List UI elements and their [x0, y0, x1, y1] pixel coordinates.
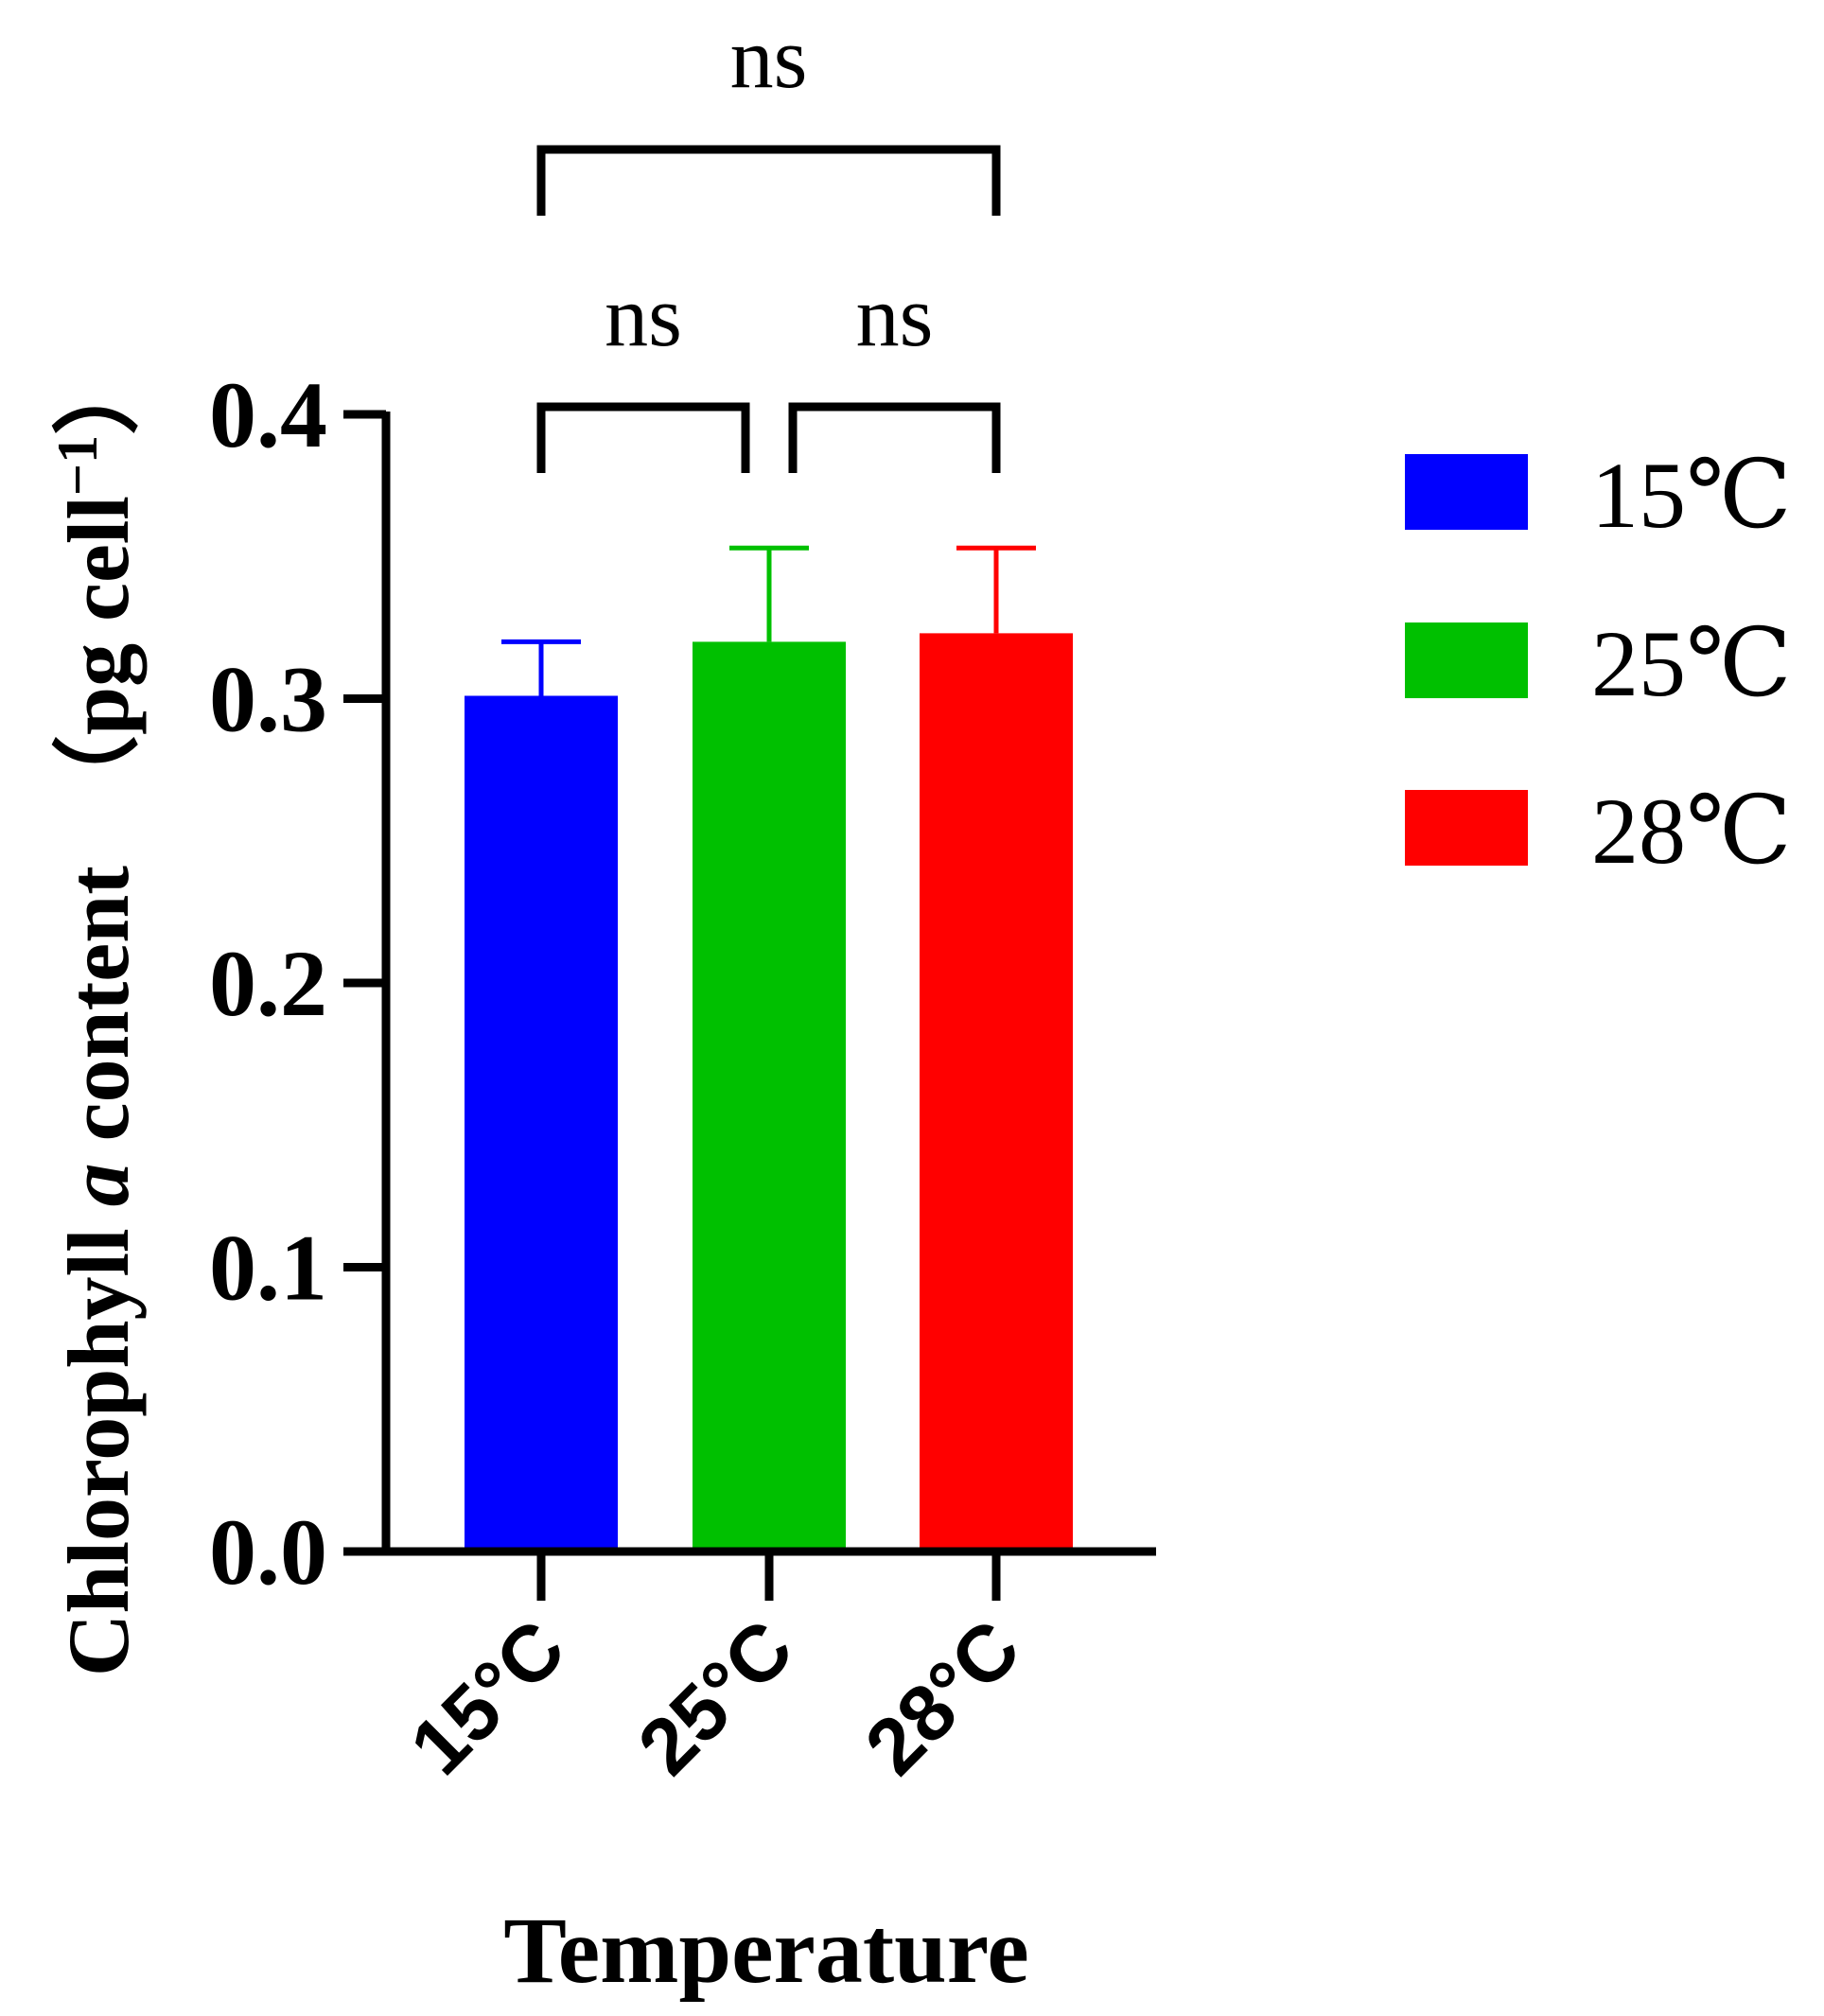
y-axis-title-italic: a	[50, 1163, 147, 1206]
significance-bracket-2	[788, 402, 1001, 473]
significance-label-1: ns	[605, 268, 682, 364]
significance-label-2: ns	[856, 268, 934, 364]
legend-swatch-1	[1405, 454, 1528, 530]
legend-label-1: 15℃	[1591, 443, 1792, 548]
y-axis-title-middle: content （pg cell	[50, 496, 147, 1163]
y-axis-title: Chlorophyll a content （pg cell−1）	[46, 348, 147, 1676]
legend-group: 15℃ 25℃ 28℃	[1405, 443, 1792, 884]
y-tick-label-1: 0.0	[209, 1499, 327, 1604]
y-ticks-group: 0.0 0.1 0.2 0.3 0.4	[209, 362, 386, 1604]
x-axis-title: Temperature	[503, 1898, 1028, 2003]
legend-swatch-3	[1405, 790, 1528, 866]
legend-label-3: 28℃	[1591, 779, 1792, 884]
y-axis-title-superscript: −1	[46, 435, 109, 496]
y-axis-title-suffix: ）	[50, 348, 147, 435]
error-bars-group	[501, 545, 1036, 696]
y-tick-label-4: 0.3	[209, 647, 327, 752]
x-tick-label-1: 15°C	[394, 1603, 582, 1791]
x-ticks-group: 15°C 25°C 28°C	[394, 1551, 1037, 1791]
bar-1	[465, 695, 618, 1551]
significance-bracket-3	[536, 145, 1001, 216]
y-tick-label-2: 0.1	[209, 1216, 327, 1321]
bars-group	[465, 633, 1073, 1551]
bar-3	[920, 633, 1073, 1551]
legend-swatch-2	[1405, 622, 1528, 698]
x-tick-label-3: 28°C	[849, 1603, 1037, 1791]
legend-label-2: 25℃	[1591, 611, 1792, 716]
y-tick-label-5: 0.4	[209, 362, 327, 467]
y-axis-title-prefix: Chlorophyll	[50, 1206, 147, 1676]
significance-label-3: ns	[730, 9, 808, 106]
significance-group: ns ns ns	[536, 9, 1001, 473]
x-tick-label-2: 25°C	[622, 1603, 810, 1791]
significance-bracket-1	[536, 402, 750, 473]
y-tick-label-3: 0.2	[209, 931, 327, 1036]
bar-2	[693, 641, 846, 1551]
